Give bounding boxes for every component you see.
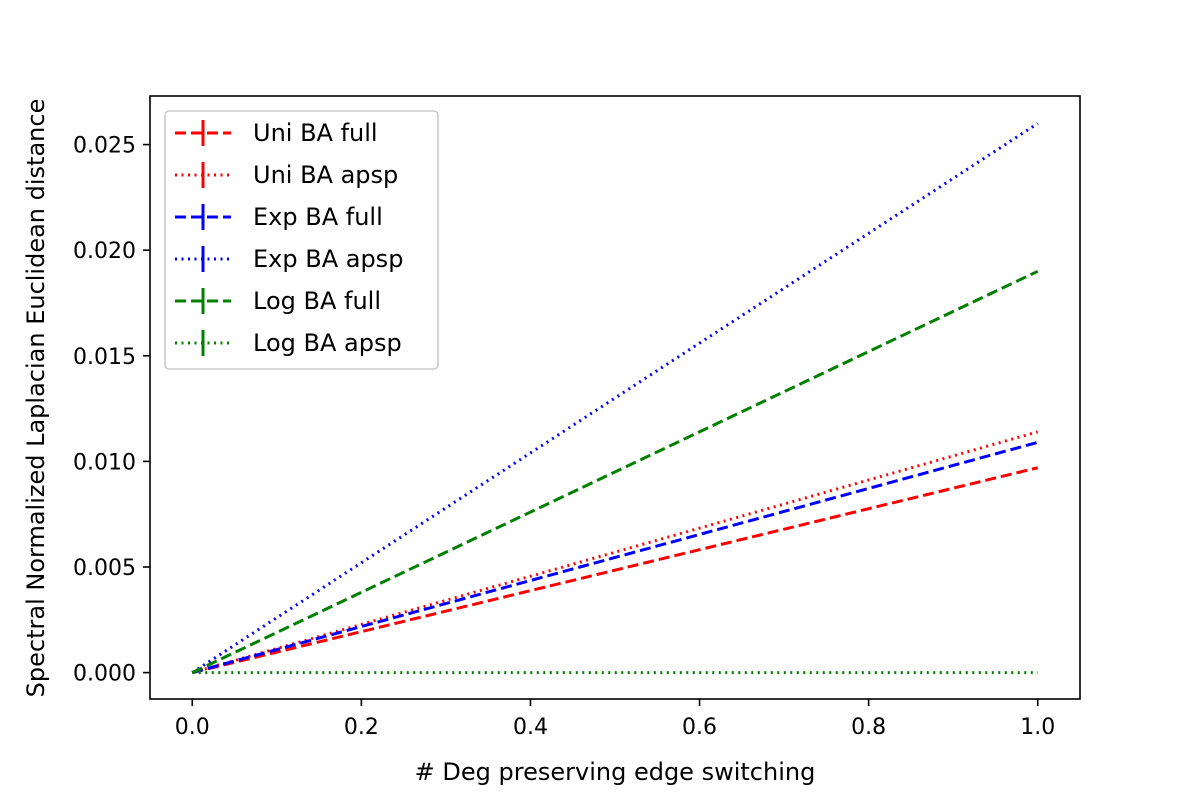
y-axis-label: Spectral Normalized Laplacian Euclidean … bbox=[22, 99, 50, 698]
x-axis: 0.0 0.2 0.4 0.6 0.8 1.0 bbox=[175, 699, 1055, 740]
legend-label-exp-ba-apsp: Exp BA apsp bbox=[253, 245, 403, 273]
legend-label-exp-ba-full: Exp BA full bbox=[253, 203, 383, 231]
series-line-uni-ba-full bbox=[191, 466, 1039, 675]
x-tick-label: 0.6 bbox=[682, 715, 717, 740]
x-tick-label: 1.0 bbox=[1020, 715, 1055, 740]
legend-box bbox=[164, 110, 439, 370]
x-tick-label: 0.8 bbox=[851, 715, 886, 740]
legend-label-uni-ba-apsp: Uni BA apsp bbox=[253, 161, 398, 189]
y-tick-label: 0.005 bbox=[73, 556, 136, 581]
series-line-exp-ba-apsp bbox=[191, 122, 1039, 674]
x-tick-label: 0.2 bbox=[344, 715, 379, 740]
y-tick-label: 0.025 bbox=[73, 134, 136, 159]
legend-label-log-ba-apsp: Log BA apsp bbox=[253, 329, 402, 357]
y-axis: 0.000 0.005 0.010 0.015 0.020 0.025 bbox=[73, 134, 150, 687]
x-axis-label: # Deg preserving edge switching bbox=[415, 758, 816, 786]
axes-frame bbox=[149, 95, 1081, 700]
y-tick-label: 0.020 bbox=[73, 239, 136, 264]
legend: Uni BA full Uni BA apsp Exp BA full Exp BA … bbox=[164, 110, 439, 370]
x-tick-label: 0.0 bbox=[175, 715, 210, 740]
plot-area bbox=[191, 122, 1039, 675]
series-line-log-ba-full bbox=[191, 269, 1039, 674]
legend-label-log-ba-full: Log BA full bbox=[253, 287, 381, 315]
y-tick-label: 0.015 bbox=[73, 345, 136, 370]
y-tick-label: 0.000 bbox=[73, 662, 136, 687]
x-tick-label: 0.4 bbox=[513, 715, 548, 740]
legend-label-uni-ba-full: Uni BA full bbox=[253, 119, 378, 147]
series-line-exp-ba-full bbox=[191, 440, 1039, 675]
y-tick-label: 0.010 bbox=[73, 450, 136, 475]
